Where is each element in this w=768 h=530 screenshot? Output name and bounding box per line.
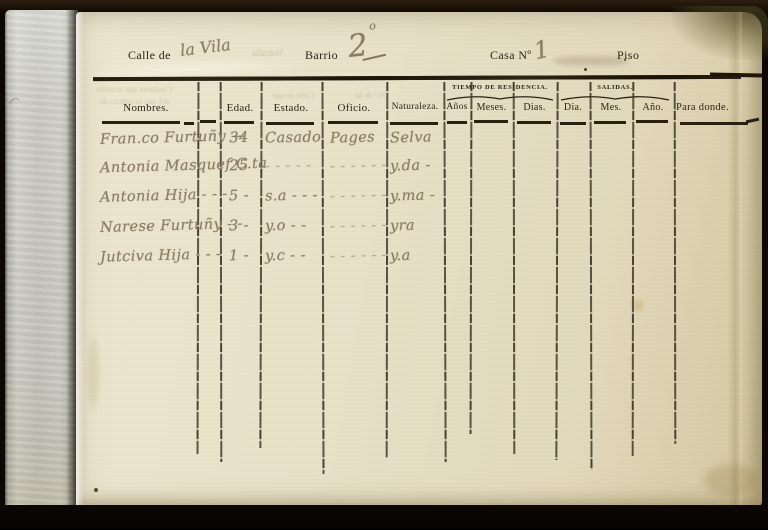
cell-naturaleza: y.ma - [389, 187, 436, 205]
table-row: Fran.co Furtuñy — 34 Casado Pages Selva [76, 128, 762, 156]
bleedthrough-line: Calle en que [272, 90, 315, 100]
header-underline [102, 121, 180, 124]
ink-speck [584, 68, 587, 71]
header-underline [328, 121, 378, 124]
barrio-label: Barrio [305, 48, 339, 62]
cell-nombre: Antonia Hija - - - [99, 186, 228, 206]
table-row: Antonia Masquef C.ta 25 - - - - - - - - … [76, 156, 762, 184]
left-page-edge [4, 10, 78, 514]
brace-ornament [446, 96, 554, 101]
page-edge-texture [5, 10, 78, 514]
header-underline [517, 121, 551, 124]
header-underline [447, 121, 467, 124]
cell-naturaleza: y.da - [389, 157, 431, 175]
brace-ornament [560, 96, 670, 101]
paper-stain [704, 464, 758, 496]
header-underline [594, 121, 626, 124]
corner-stain [672, 6, 768, 60]
bleedthrough-word: Votralla [252, 48, 284, 59]
header-underline [224, 121, 254, 124]
page-left-highlight [76, 12, 84, 508]
cell-naturaleza: y.a [389, 247, 411, 265]
cell-oficio: Pages [329, 129, 376, 147]
column-header-ano: Año. [642, 102, 664, 113]
casa-label: Casa Nº [490, 48, 532, 62]
column-header-mes: Mes. [600, 102, 622, 113]
header-underline [680, 122, 748, 125]
header-underline [184, 122, 194, 125]
header-underline [390, 122, 438, 125]
photo-dark-frame-bottom [0, 505, 768, 530]
table-top-rule [92, 74, 742, 82]
cell-estado: - - - - - [264, 157, 312, 175]
column-header-dias: Dias. [523, 102, 546, 113]
column-header-naturaleza: Naturaleza. [391, 102, 439, 112]
piso-label: Piso [617, 48, 640, 62]
group-header-tiempo-de-residencia: TIEMPO DE RESIDENCIA. [452, 84, 548, 91]
page-fold-shadow [728, 12, 742, 508]
table-row: Jutciva Hija - - - 1 - y.c - - - - - - -… [76, 246, 762, 274]
column-header-meses: Meses. [476, 102, 507, 113]
cell-edad: 5 - [228, 187, 250, 205]
column-header-oficio: Oficio. [337, 102, 371, 114]
erased-smudge [554, 56, 628, 66]
column-header-anos: Años [446, 102, 468, 112]
cell-oficio: - - - - - - [329, 157, 388, 175]
header-underline [560, 122, 586, 125]
table-row: Antonia Hija - - - 5 - s.a - - - - - - -… [76, 186, 762, 214]
cell-naturaleza: yra [389, 217, 416, 235]
column-header-estado: Estado. [273, 102, 309, 114]
photo-dark-frame-top [0, 0, 768, 13]
ink-speck [94, 488, 98, 492]
cell-oficio: - - - - - - [329, 187, 388, 205]
bleedthrough-line: Conducta que acredita [96, 84, 172, 94]
column-header-para-donde: Para donde. [676, 102, 729, 113]
table-row: Narese Furtuñy - - 3 - y.o - - - - - - -… [76, 216, 762, 244]
cell-oficio: - - - - - - [329, 247, 388, 265]
group-header-salidas: SALIDAS. [597, 84, 633, 91]
cell-naturaleza: Selva [389, 129, 433, 147]
header-underline [266, 122, 314, 125]
cell-edad: 25 [229, 157, 249, 175]
column-header-nombres: Nombres. [123, 102, 169, 114]
cell-estado: y.o - - [264, 217, 307, 235]
cell-edad: 3 - [228, 217, 250, 235]
ink-speck [624, 59, 626, 61]
barrio-number-superscript: o [368, 19, 377, 33]
paper-stain [88, 338, 98, 408]
header-underline [474, 120, 508, 123]
cell-estado: s.a - - - [264, 187, 318, 205]
calle-label: Calle de [128, 48, 171, 62]
cell-nombre: Jutciva Hija - - - [99, 246, 222, 266]
cell-estado: Casado [264, 129, 322, 147]
cell-edad: 34 [229, 129, 249, 147]
calle-handwritten-value: la Vila [179, 34, 232, 61]
cell-oficio: - - - - - - [329, 217, 388, 235]
cell-estado: y.c - - [264, 247, 306, 265]
header-underline [636, 120, 668, 123]
column-header-dia: Dia. [563, 102, 583, 113]
column-header-edad: Edad. [226, 102, 254, 114]
header-underline-tail [745, 117, 760, 123]
casa-handwritten-value: 1 [531, 34, 553, 66]
header-underline [200, 120, 216, 123]
bleedthrough-line: N.º de la [356, 90, 386, 100]
cell-edad: 1 - [228, 247, 250, 265]
paper-stain [632, 300, 644, 311]
